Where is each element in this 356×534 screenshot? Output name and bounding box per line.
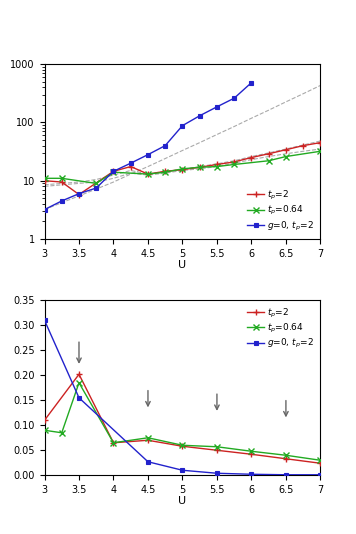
$t_p\!=\!2$: [77, 191, 81, 198]
$t_p$=2: [318, 460, 323, 467]
Line: $t_p\!=\!0.64$: $t_p\!=\!0.64$: [42, 148, 323, 186]
$t_p\!=\!0.64$: [232, 161, 236, 168]
$g$=0, $t_p$=2: [146, 459, 150, 465]
$g\!=\!0,\ t_p\!=\!2$: [111, 168, 116, 175]
$t_p$=0.64: [77, 380, 81, 386]
Legend: $t_p$=2, $t_p$=0.64, $g$=0, $t_p$=2: $t_p$=2, $t_p$=0.64, $g$=0, $t_p$=2: [246, 305, 316, 352]
$t_p$=2: [180, 443, 185, 450]
$t_p\!=\!0.64$: [267, 158, 271, 164]
$t_p\!=\!0.64$: [42, 175, 47, 182]
$t_p\!=\!2$: [42, 177, 47, 184]
$t_p\!=\!0.64$: [146, 171, 150, 177]
$t_p$=2: [111, 439, 116, 446]
$t_p$=2: [249, 451, 253, 458]
$g$=0, $t_p$=2: [249, 471, 253, 477]
$t_p\!=\!2$: [198, 164, 202, 170]
$g\!=\!0,\ t_p\!=\!2$: [77, 191, 81, 197]
$t_p\!=\!2$: [284, 146, 288, 153]
$t_p\!=\!2$: [59, 179, 64, 185]
Line: $t_p\!=\!2$: $t_p\!=\!2$: [42, 140, 323, 197]
$t_p$=2: [284, 456, 288, 462]
$t_p\!=\!2$: [232, 159, 236, 165]
$t_p$=0.64: [249, 448, 253, 454]
$g\!=\!0,\ t_p\!=\!2$: [129, 160, 133, 167]
$t_p$=0.64: [215, 444, 219, 450]
$t_p\!=\!2$: [111, 168, 116, 175]
$t_p$=0.64: [111, 439, 116, 446]
$t_p\!=\!0.64$: [111, 169, 116, 175]
$g\!=\!0,\ t_p\!=\!2$: [42, 206, 47, 213]
$t_p$=0.64: [180, 442, 185, 449]
$t_p\!=\!2$: [163, 168, 167, 175]
$t_p\!=\!0.64$: [94, 180, 98, 186]
$t_p\!=\!2$: [318, 139, 323, 146]
$g\!=\!0,\ t_p\!=\!2$: [180, 122, 185, 129]
Legend: $t_p$=2, $t_p$=0.64, $g$=0, $t_p$=2: $t_p$=2, $t_p$=0.64, $g$=0, $t_p$=2: [246, 187, 316, 234]
$g$=0, $t_p$=2: [42, 317, 47, 324]
$t_p\!=\!2$: [180, 167, 185, 173]
$t_p$=0.64: [284, 452, 288, 459]
$g\!=\!0,\ t_p\!=\!2$: [249, 80, 253, 86]
Line: $t_p$=2: $t_p$=2: [42, 372, 323, 466]
$t_p$=2: [215, 447, 219, 453]
X-axis label: U: U: [178, 260, 187, 270]
$t_p$=0.64: [318, 457, 323, 464]
$t_p$=2: [42, 417, 47, 423]
$g\!=\!0,\ t_p\!=\!2$: [146, 152, 150, 158]
$t_p\!=\!0.64$: [59, 175, 64, 182]
$t_p\!=\!2$: [146, 171, 150, 177]
$t_p\!=\!2$: [129, 163, 133, 170]
$t_p$=0.64: [146, 435, 150, 441]
$t_p\!=\!0.64$: [284, 153, 288, 160]
$t_p$=2: [146, 437, 150, 443]
$g\!=\!0,\ t_p\!=\!2$: [198, 113, 202, 119]
$t_p$=0.64: [59, 429, 64, 436]
$t_p\!=\!0.64$: [215, 163, 219, 170]
$g$=0, $t_p$=2: [284, 472, 288, 478]
$g$=0, $t_p$=2: [77, 395, 81, 401]
$g$=0, $t_p$=2: [180, 467, 185, 474]
$t_p\!=\!2$: [215, 161, 219, 168]
$t_p\!=\!0.64$: [163, 169, 167, 175]
$t_p\!=\!2$: [249, 154, 253, 161]
$t_p\!=\!0.64$: [180, 166, 185, 172]
$g\!=\!0,\ t_p\!=\!2$: [163, 143, 167, 149]
X-axis label: U: U: [178, 497, 187, 506]
$t_p\!=\!0.64$: [318, 148, 323, 154]
Line: $g$=0, $t_p$=2: $g$=0, $t_p$=2: [42, 318, 323, 477]
$g\!=\!0,\ t_p\!=\!2$: [215, 104, 219, 110]
Line: $g\!=\!0,\ t_p\!=\!2$: $g\!=\!0,\ t_p\!=\!2$: [42, 81, 253, 211]
$g\!=\!0,\ t_p\!=\!2$: [59, 198, 64, 204]
$g$=0, $t_p$=2: [215, 470, 219, 476]
$g$=0, $t_p$=2: [318, 472, 323, 478]
$t_p$=0.64: [42, 427, 47, 434]
$t_p\!=\!2$: [267, 151, 271, 157]
$t_p\!=\!0.64$: [198, 164, 202, 170]
$t_p$=2: [77, 371, 81, 378]
$g\!=\!0,\ t_p\!=\!2$: [232, 95, 236, 101]
$g\!=\!0,\ t_p\!=\!2$: [94, 185, 98, 191]
$t_p\!=\!2$: [301, 143, 305, 149]
Line: $t_p$=0.64: $t_p$=0.64: [42, 380, 323, 463]
